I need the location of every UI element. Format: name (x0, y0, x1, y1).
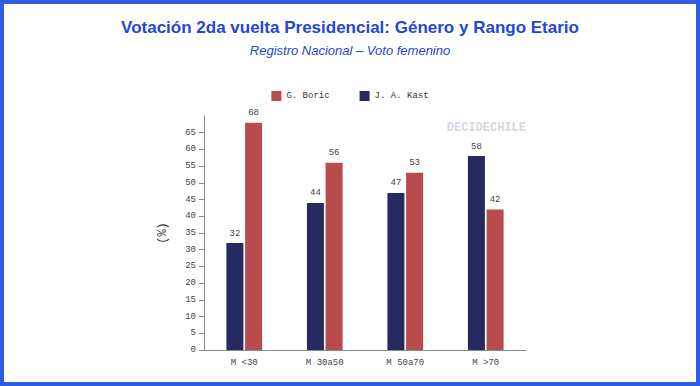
svg-text:50: 50 (185, 178, 196, 188)
svg-text:47: 47 (390, 178, 401, 188)
svg-text:35: 35 (185, 228, 196, 238)
svg-text:M <30: M <30 (231, 358, 258, 368)
svg-text:(%): (%) (156, 222, 170, 244)
svg-text:20: 20 (185, 278, 196, 288)
svg-text:25: 25 (185, 261, 196, 271)
svg-text:56: 56 (329, 148, 340, 158)
svg-text:0: 0 (191, 345, 196, 355)
svg-text:68: 68 (248, 108, 259, 118)
svg-text:M 50a70: M 50a70 (386, 358, 424, 368)
svg-text:10: 10 (185, 312, 196, 322)
svg-text:DECIDECHILE: DECIDECHILE (447, 121, 526, 135)
svg-text:44: 44 (310, 188, 321, 198)
svg-text:5: 5 (191, 328, 196, 338)
svg-text:55: 55 (185, 161, 196, 171)
svg-text:45: 45 (185, 195, 196, 205)
svg-text:32: 32 (229, 229, 240, 239)
svg-text:60: 60 (185, 144, 196, 154)
svg-text:G. Boric: G. Boric (286, 91, 329, 101)
svg-text:30: 30 (185, 245, 196, 255)
svg-text:53: 53 (409, 158, 420, 168)
svg-text:M 30a50: M 30a50 (306, 358, 344, 368)
svg-text:58: 58 (471, 142, 482, 152)
svg-text:65: 65 (185, 128, 196, 138)
svg-text:15: 15 (185, 295, 196, 305)
svg-text:J. A. Kast: J. A. Kast (375, 91, 429, 101)
svg-text:Votación 2da vuelta Presidenci: Votación 2da vuelta Presidencial: Género… (121, 18, 579, 37)
svg-text:Registro Nacional – Voto femen: Registro Nacional – Voto femenino (250, 43, 450, 58)
svg-text:M >70: M >70 (472, 358, 499, 368)
svg-text:42: 42 (490, 195, 501, 205)
svg-text:40: 40 (185, 211, 196, 221)
